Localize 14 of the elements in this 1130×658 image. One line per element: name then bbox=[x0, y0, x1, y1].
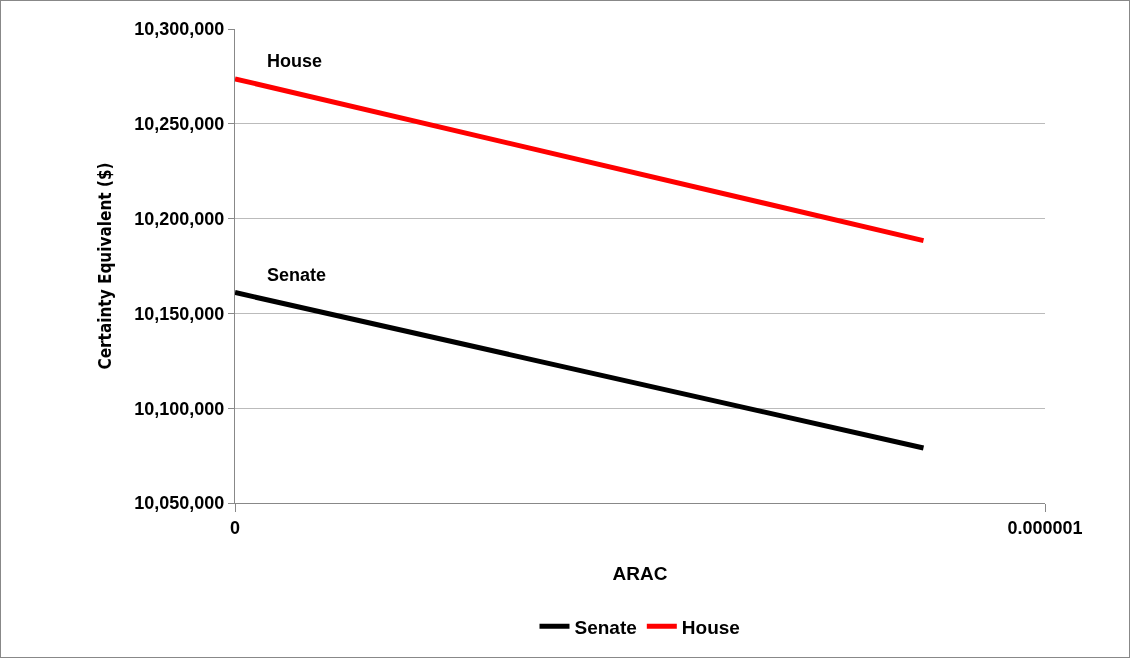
x-tick-label: 0.000001 bbox=[1007, 517, 1083, 538]
y-tick-label: 10,150,000 bbox=[134, 303, 225, 324]
y-tick-label: 10,250,000 bbox=[134, 114, 225, 135]
y-tick-label: 10,300,000 bbox=[134, 19, 225, 40]
y-tick-label: 10,200,000 bbox=[134, 208, 225, 229]
text: Senate bbox=[267, 265, 327, 285]
text: House bbox=[267, 51, 323, 71]
x-axis-title: ARAC bbox=[612, 563, 668, 585]
legend-label: Senate bbox=[574, 616, 637, 638]
y-axis-title: Certainty Equivalent ($) bbox=[94, 162, 115, 370]
y-tick-label: 10,100,000 bbox=[134, 398, 225, 419]
y-tick-label: 10,050,000 bbox=[134, 493, 225, 514]
x-tick-label: 0 bbox=[229, 517, 241, 538]
legend-label: House bbox=[681, 616, 740, 638]
